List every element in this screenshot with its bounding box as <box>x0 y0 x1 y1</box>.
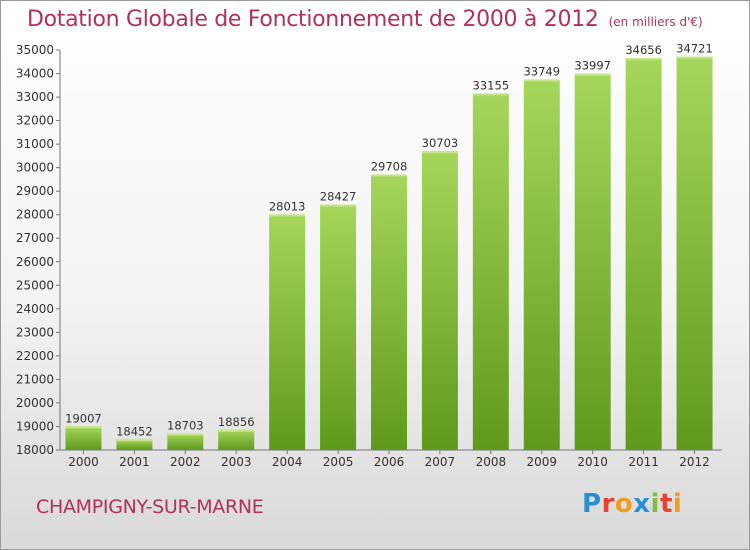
y-tick-label: 30000 <box>16 161 54 175</box>
bar-highlight-2012 <box>676 56 713 59</box>
y-tick-label: 29000 <box>16 184 54 198</box>
x-tick-label-2012: 2012 <box>679 455 710 469</box>
bar-2005 <box>320 204 357 450</box>
bar-highlight-2001 <box>116 439 153 442</box>
value-label-2000: 19007 <box>65 411 102 425</box>
bar-2001 <box>116 439 153 450</box>
commune-name: CHAMPIGNY-SUR-MARNE <box>36 496 264 518</box>
y-tick-label: 25000 <box>16 278 54 292</box>
bar-highlight-2010 <box>574 73 611 76</box>
bar-2006 <box>371 174 407 451</box>
value-label-2005: 28427 <box>320 190 357 204</box>
bar-highlight-2004 <box>269 214 306 217</box>
bar-2000 <box>65 426 102 450</box>
bar-highlight-2006 <box>371 174 407 177</box>
bar-2007 <box>421 151 458 450</box>
value-label-2002: 18703 <box>167 418 204 432</box>
y-tick-label: 28000 <box>16 208 54 222</box>
bar-highlight-2011 <box>625 58 662 61</box>
y-tick-label: 34000 <box>16 67 54 81</box>
x-tick-label-2007: 2007 <box>425 455 456 469</box>
chart-title: Dotation Globale de Fonctionnement de 20… <box>27 7 703 32</box>
y-tick-label: 21000 <box>16 372 54 386</box>
y-tick-label: 19000 <box>16 419 54 433</box>
logo-letter: x <box>633 489 651 519</box>
value-label-2006: 29708 <box>371 160 408 174</box>
y-tick-label: 27000 <box>16 231 54 245</box>
logo-letter: t <box>659 489 673 519</box>
x-tick-label-2001: 2001 <box>119 455 150 469</box>
y-tick-label: 35000 <box>16 43 54 57</box>
bar-2003 <box>218 429 255 450</box>
value-label-2004: 28013 <box>269 199 306 213</box>
y-tick-label: 31000 <box>16 137 54 151</box>
x-tick-label-2011: 2011 <box>628 455 659 469</box>
value-label-2011: 34656 <box>625 43 662 57</box>
value-labels: 19007 18452 18703 18856 28013 28427 29708 30703… <box>65 42 713 439</box>
y-tick-label: 23000 <box>16 325 54 339</box>
y-tick-label: 33000 <box>16 90 54 104</box>
bars <box>65 56 713 451</box>
x-tick-label-2000: 2000 <box>68 455 99 469</box>
title-text: Dotation Globale de Fonctionnement de 20… <box>27 7 599 32</box>
bar-highlight-2005 <box>320 204 357 207</box>
y-axis: 18000 19000 20000 21000 22000 23000 24000 25000… <box>16 43 61 457</box>
x-axis: 2000 2001 2002 2003 2004 2005 2006 2007 2008 2009… <box>60 449 722 469</box>
y-tick-label: 22000 <box>16 349 54 363</box>
y-tick-label: 18000 <box>16 443 54 457</box>
value-label-2010: 33997 <box>574 59 611 73</box>
logo-letter: r <box>601 489 615 519</box>
x-tick-label-2009: 2009 <box>526 455 557 469</box>
y-tick-label: 20000 <box>16 396 54 410</box>
value-label-2003: 18856 <box>218 415 255 429</box>
logo-letter: i <box>650 489 660 519</box>
logo-letter: P <box>582 489 602 519</box>
value-label-2001: 18452 <box>116 424 153 438</box>
y-tick-label: 24000 <box>16 302 54 316</box>
value-label-2007: 30703 <box>422 136 459 150</box>
x-tick-label-2006: 2006 <box>374 455 405 469</box>
bar-highlight-2007 <box>421 151 458 154</box>
proxiti-logo[interactable]: Proxiti <box>582 489 682 519</box>
bar-highlight-2002 <box>167 433 204 436</box>
bar-highlight-2009 <box>523 79 560 82</box>
x-tick-label-2005: 2005 <box>323 455 354 469</box>
bar-2010 <box>574 73 611 450</box>
value-label-2012: 34721 <box>676 42 713 56</box>
value-label-2009: 33749 <box>523 64 560 78</box>
bar-highlight-2008 <box>472 93 509 96</box>
bar-2004 <box>269 214 306 450</box>
value-label-2008: 33155 <box>473 78 510 92</box>
x-tick-label-2010: 2010 <box>577 455 608 469</box>
bar-2012 <box>676 56 713 451</box>
unit-label: (en milliers d'€) <box>608 15 703 29</box>
bar-2011 <box>625 58 662 450</box>
bar-highlight-2000 <box>65 426 102 429</box>
x-tick-label-2002: 2002 <box>170 455 201 469</box>
bar-highlight-2003 <box>218 429 255 432</box>
logo-letter: i <box>672 489 683 519</box>
x-tick-label-2004: 2004 <box>272 455 303 469</box>
x-tick-label-2008: 2008 <box>476 455 507 469</box>
y-tick-label: 32000 <box>16 114 54 128</box>
x-tick-label-2003: 2003 <box>221 455 252 469</box>
logo-letter: o <box>614 489 634 519</box>
bar-2008 <box>472 93 509 450</box>
bar-2002 <box>167 433 204 450</box>
y-tick-label: 26000 <box>16 255 54 269</box>
bar-2009 <box>523 79 560 450</box>
